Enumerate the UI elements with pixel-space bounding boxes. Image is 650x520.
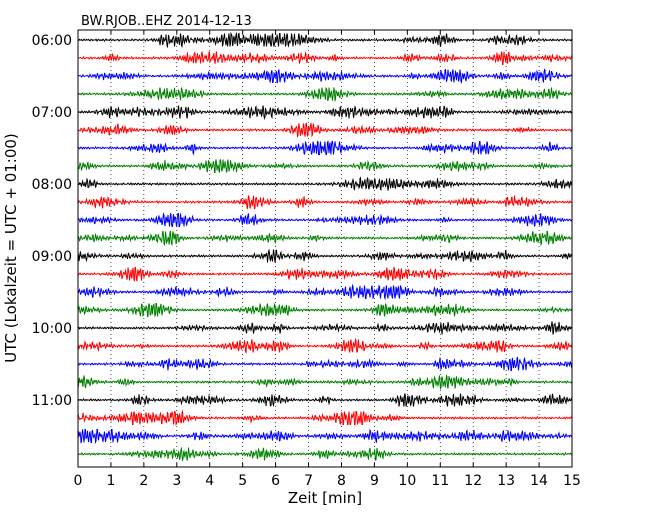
x-axis-ticks: 0 1 2 3 4 5 6 7 8 9 10 11 12 13 14 15 — [74, 30, 581, 489]
y-tick-label: 07:00 — [32, 105, 72, 121]
seismogram-traces — [77, 31, 573, 462]
grid-lines — [110, 30, 540, 467]
trace-0915 — [77, 266, 573, 282]
y-tick-label: 10:00 — [32, 321, 72, 337]
trace-0945 — [77, 302, 573, 318]
trace-1045 — [77, 374, 573, 390]
y-axis-title: UTC (Lokalzeit = UTC + 01:00) — [2, 133, 20, 363]
trace-0630 — [77, 68, 573, 85]
x-tick-label: 6 — [271, 473, 280, 489]
trace-0930 — [77, 283, 573, 301]
trace-1115 — [77, 409, 573, 426]
x-axis-title: Zeit [min] — [288, 489, 362, 507]
trace-1100 — [77, 393, 573, 408]
trace-0615 — [77, 51, 573, 65]
trace-0800 — [77, 176, 573, 191]
y-axis-ticks: 06:00 07:00 08:00 09:00 10:00 11:00 — [32, 33, 572, 409]
trace-1030 — [77, 356, 573, 371]
y-tick-label: 11:00 — [32, 393, 72, 409]
trace-1145 — [77, 447, 573, 462]
x-tick-label: 12 — [464, 473, 482, 489]
x-tick-label: 14 — [530, 473, 548, 489]
x-tick-label: 8 — [337, 473, 346, 489]
trace-0815 — [77, 195, 573, 210]
x-tick-label: 7 — [304, 473, 313, 489]
trace-0745 — [77, 158, 573, 173]
trace-1015 — [77, 337, 573, 354]
x-tick-label: 0 — [74, 473, 83, 489]
plot-frame — [77, 29, 573, 468]
trace-0830 — [77, 212, 573, 227]
x-tick-label: 11 — [431, 473, 449, 489]
x-tick-label: 15 — [563, 473, 581, 489]
trace-1130 — [77, 428, 573, 445]
x-tick-label: 13 — [497, 473, 515, 489]
y-tick-label: 06:00 — [32, 33, 72, 49]
x-tick-label: 10 — [398, 473, 416, 489]
x-tick-label: 2 — [139, 473, 148, 489]
trace-0730 — [77, 140, 573, 156]
x-tick-label: 5 — [238, 473, 247, 489]
trace-0900 — [77, 248, 573, 263]
x-tick-label: 3 — [172, 473, 181, 489]
x-tick-label: 4 — [205, 473, 214, 489]
y-tick-label: 08:00 — [32, 177, 72, 193]
y-tick-label: 09:00 — [32, 249, 72, 265]
trace-0845 — [77, 230, 573, 247]
trace-0645 — [77, 86, 573, 103]
trace-0715 — [77, 122, 573, 138]
x-tick-label: 9 — [370, 473, 379, 489]
chart-title: BW.RJOB..EHZ 2014-12-13 — [81, 14, 252, 29]
trace-0700 — [77, 105, 573, 120]
trace-0600 — [77, 31, 573, 49]
x-tick-label: 1 — [106, 473, 115, 489]
trace-1000 — [77, 321, 573, 335]
